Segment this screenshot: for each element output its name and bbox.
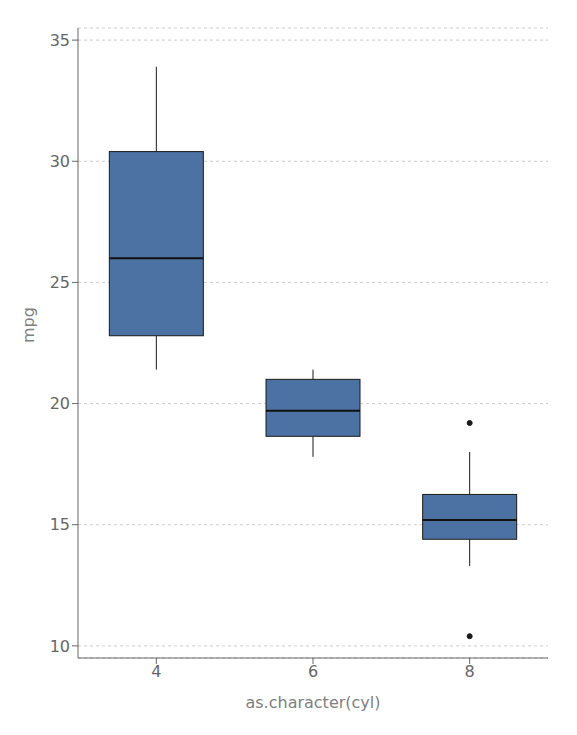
svg-text:as.character(cyl): as.character(cyl) bbox=[245, 693, 380, 712]
svg-text:6: 6 bbox=[308, 662, 318, 681]
svg-text:25: 25 bbox=[50, 273, 70, 292]
svg-text:20: 20 bbox=[50, 394, 70, 413]
svg-text:35: 35 bbox=[50, 31, 70, 50]
svg-text:4: 4 bbox=[151, 662, 161, 681]
svg-text:8: 8 bbox=[465, 662, 475, 681]
svg-text:15: 15 bbox=[50, 515, 70, 534]
svg-text:10: 10 bbox=[50, 637, 70, 656]
svg-text:30: 30 bbox=[50, 152, 70, 171]
svg-text:mpg: mpg bbox=[19, 307, 38, 343]
